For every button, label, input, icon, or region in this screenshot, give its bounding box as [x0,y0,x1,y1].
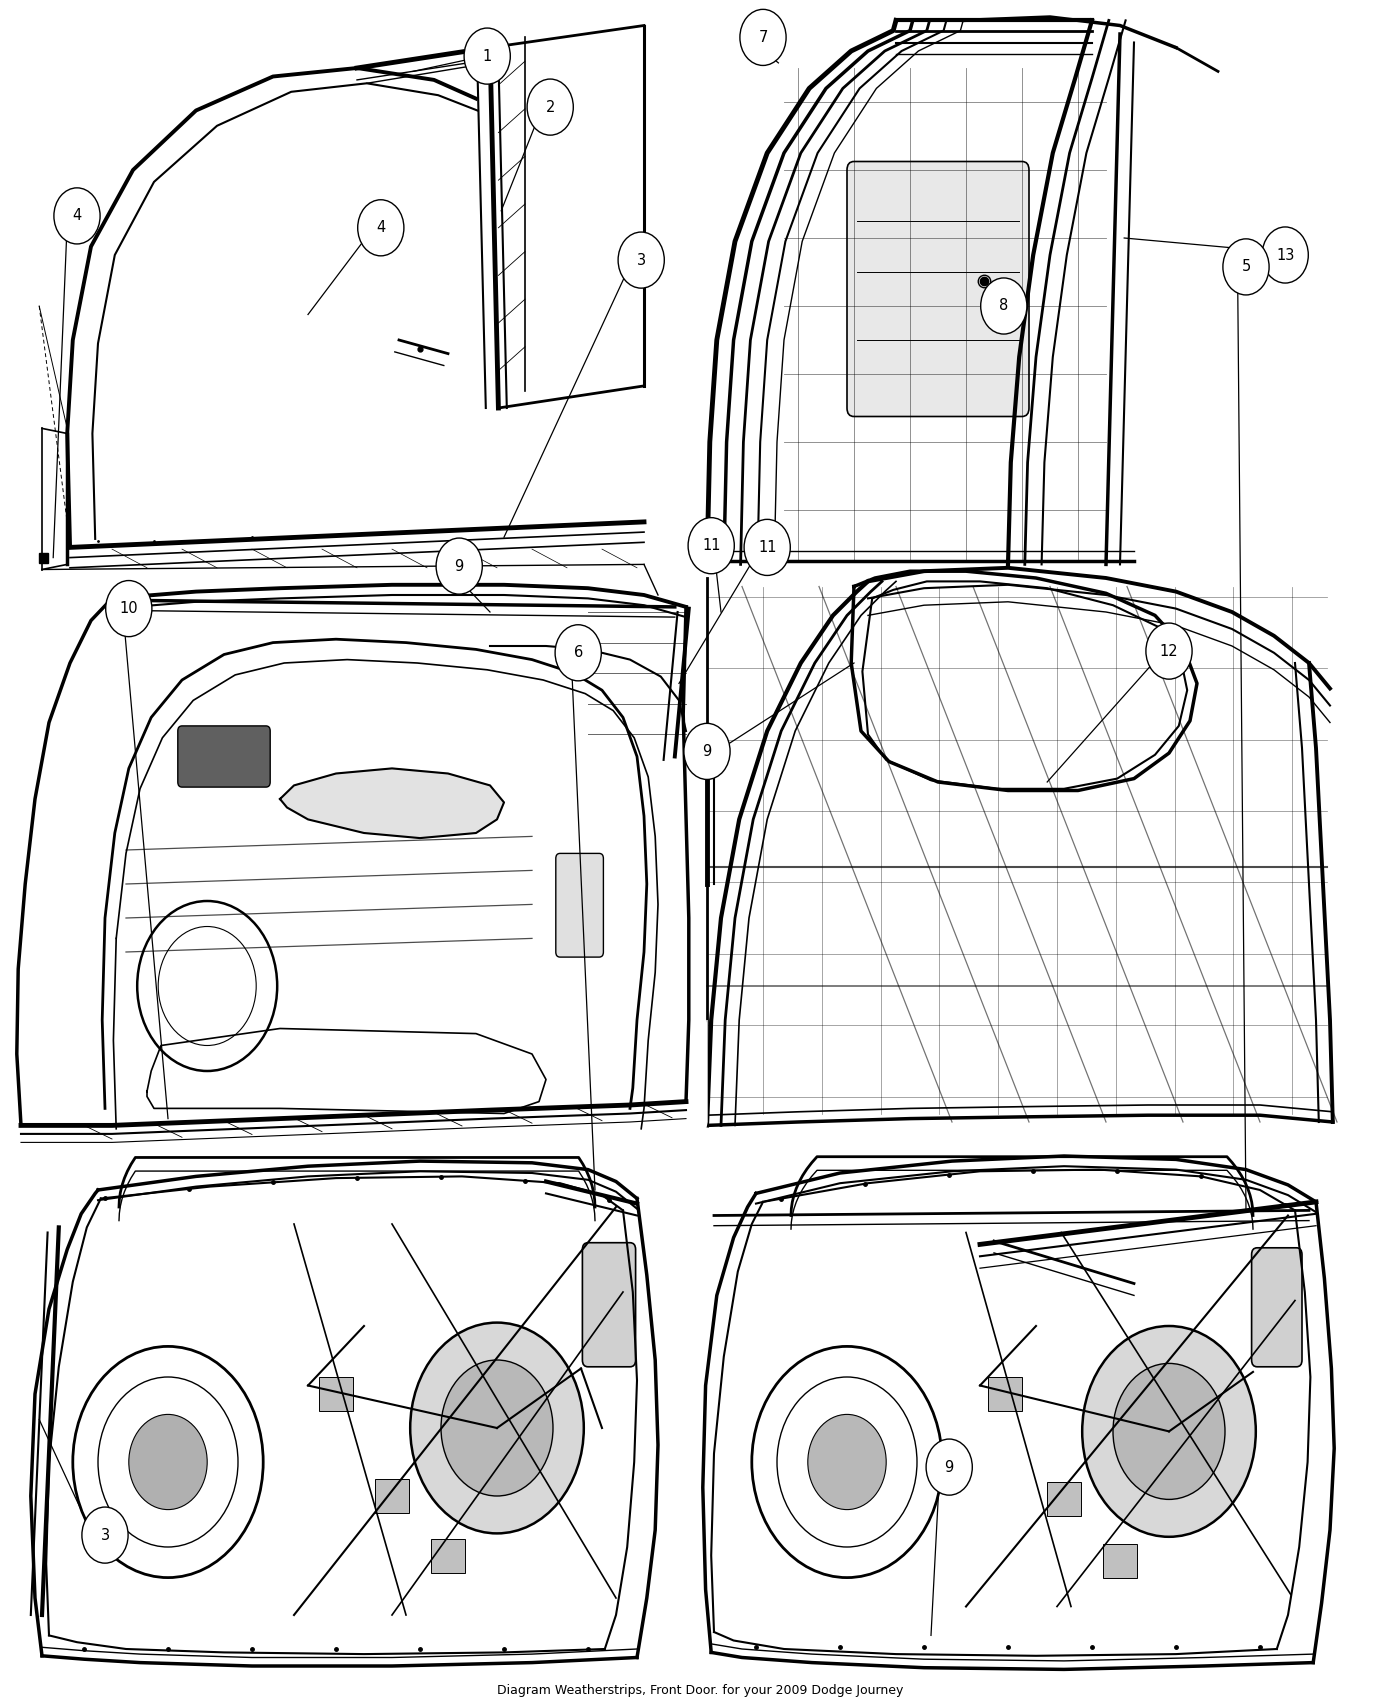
Circle shape [739,10,787,66]
Circle shape [106,581,151,636]
Text: 8: 8 [1000,299,1008,313]
FancyBboxPatch shape [1252,1248,1302,1367]
Polygon shape [280,768,504,838]
Circle shape [619,233,665,289]
Text: Diagram Weatherstrips, Front Door. for your 2009 Dodge Journey: Diagram Weatherstrips, Front Door. for y… [497,1683,903,1697]
Bar [39,552,48,563]
Circle shape [129,1414,207,1510]
Text: 11: 11 [701,539,721,552]
Circle shape [683,724,731,779]
Circle shape [980,277,1026,333]
Text: 4: 4 [73,209,81,223]
Bar [431,1538,465,1572]
FancyBboxPatch shape [556,853,603,957]
Circle shape [927,1438,973,1496]
Circle shape [1147,624,1191,678]
Text: 2: 2 [546,100,554,114]
Circle shape [81,1506,129,1564]
Text: 9: 9 [703,745,711,758]
Bar [1103,1544,1137,1578]
Text: 9: 9 [455,559,463,573]
Bar [1047,1482,1081,1516]
Text: 3: 3 [101,1528,109,1542]
FancyBboxPatch shape [178,726,270,787]
Text: 3: 3 [637,253,645,267]
Text: 5: 5 [1242,260,1250,274]
Bar [319,1377,353,1411]
Circle shape [463,29,510,85]
FancyBboxPatch shape [847,162,1029,416]
Text: 7: 7 [759,31,767,44]
Circle shape [689,517,735,573]
Text: 10: 10 [119,602,139,615]
Circle shape [745,520,790,575]
Circle shape [554,626,602,680]
Text: 13: 13 [1275,248,1295,262]
Circle shape [1263,226,1309,284]
Circle shape [1224,240,1268,296]
Text: 11: 11 [757,541,777,554]
Circle shape [808,1414,886,1510]
Circle shape [53,189,101,245]
Circle shape [1082,1326,1256,1537]
Circle shape [1113,1363,1225,1499]
Text: 9: 9 [945,1460,953,1474]
FancyBboxPatch shape [582,1243,636,1367]
Bar [988,1377,1022,1411]
Circle shape [441,1360,553,1496]
Circle shape [437,537,482,593]
Text: 4: 4 [377,221,385,235]
Text: 6: 6 [574,646,582,660]
Text: 12: 12 [1159,644,1179,658]
Circle shape [410,1323,584,1533]
Text: 1: 1 [483,49,491,63]
Bar [375,1479,409,1513]
Circle shape [358,201,405,255]
Polygon shape [697,1020,707,1156]
Circle shape [526,80,574,136]
